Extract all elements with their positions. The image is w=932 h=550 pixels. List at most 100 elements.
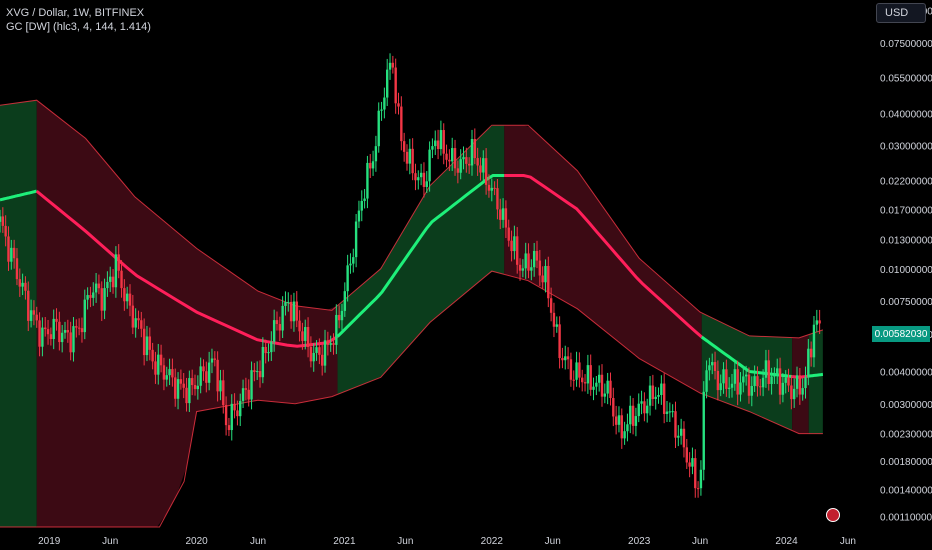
candle-body (581, 377, 584, 383)
candle-body (694, 458, 697, 489)
candle-body (451, 148, 454, 162)
candle-body (691, 458, 694, 467)
candle-body (597, 374, 601, 383)
candle-body (790, 385, 793, 400)
candle-body (705, 370, 708, 392)
candle-body (595, 382, 598, 387)
candle-body (41, 327, 44, 347)
candle-body (609, 380, 612, 398)
candle-body (501, 208, 505, 220)
candle-body (55, 318, 58, 322)
upper-band-line (0, 99, 824, 339)
candle-body (711, 362, 714, 366)
candle-body (281, 305, 284, 331)
y-tick-label: 0.01300000 (880, 235, 932, 246)
candle-body (306, 327, 310, 348)
candle-body (137, 318, 140, 321)
candle-body (566, 356, 570, 360)
candle-body (490, 187, 493, 191)
candle-body (606, 380, 609, 394)
candle-body (335, 314, 338, 345)
y-tick-label: 0.07500000 (880, 39, 932, 50)
candle-body (125, 293, 129, 302)
candle-body (83, 299, 86, 333)
candle-body (267, 352, 270, 354)
candle-body (524, 253, 527, 269)
candle-body (702, 391, 705, 470)
currency-button[interactable]: USD (876, 3, 926, 23)
candle-body (400, 106, 403, 142)
candle-body (332, 343, 335, 345)
candle-body (405, 151, 409, 164)
candle-body (467, 163, 471, 166)
x-tick-label: Jun (102, 536, 118, 547)
candle-body (682, 428, 686, 448)
candle-body (210, 358, 214, 363)
midline-segment-3 (504, 174, 703, 339)
candle-body (230, 403, 233, 431)
candle-body (233, 403, 236, 411)
candle-body (646, 405, 649, 414)
candle-body (575, 362, 578, 380)
candle-body (657, 394, 660, 397)
x-tick-label: Jun (692, 536, 708, 547)
candle-body (168, 369, 171, 376)
y-tick-label: 0.04000000 (880, 109, 932, 120)
candle-body (434, 140, 437, 147)
candle-body (357, 210, 361, 222)
candle-body (425, 181, 428, 187)
candle-body (394, 67, 397, 104)
candle-body (343, 291, 347, 311)
candle-body (377, 110, 380, 147)
candle-body (250, 370, 253, 400)
candle-body (552, 312, 556, 327)
candle-body (182, 383, 185, 388)
candle-body (366, 162, 369, 199)
candle-body (402, 141, 406, 152)
y-tick-label: 0.00400000 (880, 368, 932, 379)
midline-segment-1 (35, 189, 339, 348)
candle-body (7, 236, 10, 262)
candle-body (671, 411, 674, 413)
band-fill-0 (0, 100, 37, 528)
candle-body (569, 359, 573, 380)
candle-body (120, 270, 123, 289)
candle-body (89, 295, 92, 298)
candle-body (131, 305, 135, 328)
candle-body (253, 370, 256, 372)
candle-body (538, 260, 542, 276)
candle-body (764, 360, 768, 378)
candle-body (29, 310, 33, 321)
candle-body (617, 415, 621, 425)
candle-body (354, 221, 358, 258)
candle-body (106, 281, 109, 289)
band-fill-1 (36, 100, 338, 528)
candle-body (733, 369, 737, 384)
candle-body (312, 352, 315, 362)
candle-body (154, 361, 157, 375)
candle-body (174, 377, 177, 399)
candle-body (744, 374, 748, 377)
y-tick-label: 0.00180000 (880, 457, 932, 468)
candle-body (776, 368, 779, 375)
candle-body (363, 198, 366, 201)
candle-body (190, 378, 194, 386)
candle-body (521, 268, 525, 271)
candle-body (63, 330, 67, 333)
candle-body (484, 158, 488, 185)
candle-body (795, 375, 799, 389)
candle-body (309, 347, 313, 362)
candle-body (391, 62, 395, 68)
candle-body (532, 250, 536, 268)
candle-body (80, 328, 84, 333)
candle-body (179, 379, 183, 384)
event-flag-icon[interactable] (826, 508, 840, 522)
candle-body (109, 276, 112, 282)
candle-body (753, 376, 756, 387)
candle-body (739, 382, 742, 395)
candle-body (66, 330, 70, 333)
candle-body (27, 290, 30, 321)
candle-body (631, 405, 635, 426)
candle-body (818, 320, 821, 324)
